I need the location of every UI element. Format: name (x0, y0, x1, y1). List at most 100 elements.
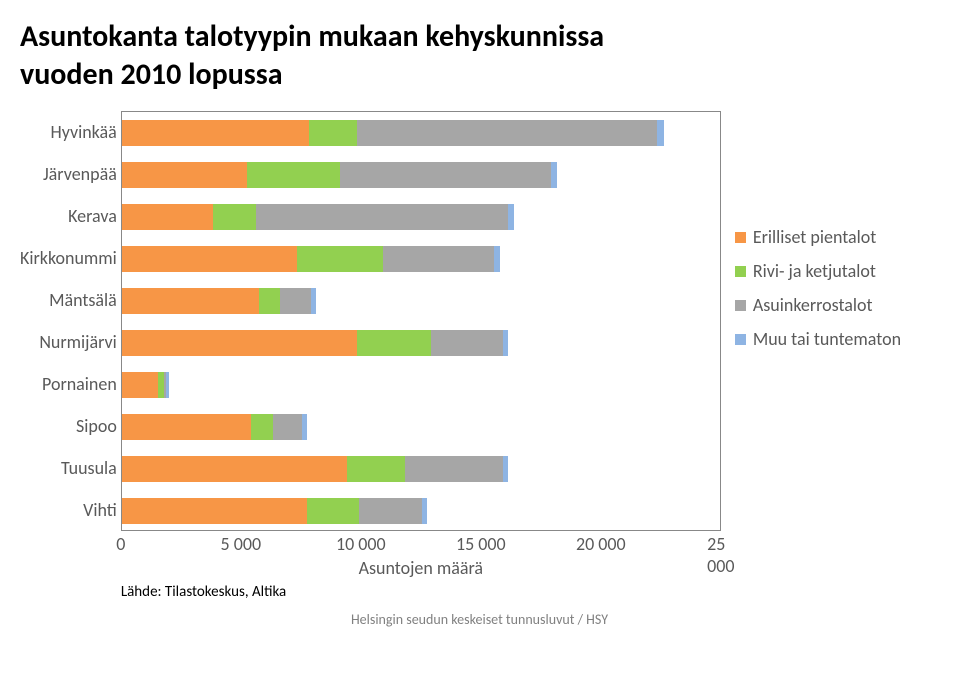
bar-segment (340, 162, 551, 188)
bar-segment (359, 498, 421, 524)
title-line-1: Asuntokanta talotyypin mukaan kehyskunni… (20, 18, 604, 55)
bar-segment (122, 204, 213, 230)
bar-segment (431, 330, 503, 356)
legend-item: Rivi- ja ketjutalot (735, 260, 901, 282)
x-axis-tick: 20 000 (576, 533, 626, 555)
chart: HyvinkääJärvenpääKeravaKirkkonummiMäntsä… (20, 111, 721, 601)
y-axis-label: Nurmijärvi (20, 321, 117, 363)
bar-segment (503, 456, 508, 482)
x-axis: 05 00010 00015 00020 00025 000 (121, 531, 721, 555)
stacked-bar (122, 414, 307, 440)
legend-item: Asuinkerrostalot (735, 294, 901, 316)
bar-segment (247, 162, 341, 188)
legend-swatch-icon (735, 300, 746, 311)
bar-segment (383, 246, 493, 272)
stacked-bar (122, 120, 664, 146)
y-axis-label: Sipoo (20, 405, 117, 447)
legend: Erilliset pientalot Rivi- ja ketjutalot As… (735, 226, 901, 350)
y-axis-label: Kerava (20, 195, 117, 237)
bar-segment (307, 498, 360, 524)
x-axis-tick: 15 000 (456, 533, 506, 555)
bar-segment (256, 204, 508, 230)
bar-segment (302, 414, 307, 440)
x-axis-tick: 0 (116, 533, 125, 555)
bar-segment (508, 204, 514, 230)
chart-title: Asuntokanta talotyypin mukaan kehyskunni… (20, 18, 939, 93)
stacked-bar (122, 372, 169, 398)
bar-segment (357, 120, 657, 146)
chart-zone: HyvinkääJärvenpääKeravaKirkkonummiMäntsä… (20, 111, 939, 601)
y-axis-label: Pornainen (20, 363, 117, 405)
bar-segment (273, 414, 302, 440)
bar-segment (280, 288, 311, 314)
bar-segment (122, 456, 348, 482)
bar-segment (347, 456, 405, 482)
legend-label: Erilliset pientalot (753, 226, 877, 248)
bar-row (122, 448, 720, 490)
y-axis-label: Hyvinkää (20, 111, 117, 153)
legend-swatch-icon (735, 232, 746, 243)
bar-segment (122, 372, 158, 398)
bar-row (122, 154, 720, 196)
bar-segment (122, 120, 309, 146)
y-axis-label: Kirkkonummi (20, 237, 117, 279)
legend-item: Muu tai tuntematon (735, 328, 901, 350)
legend-item: Erilliset pientalot (735, 226, 901, 248)
bar-segment (311, 288, 316, 314)
stacked-bar (122, 162, 558, 188)
plot-area (121, 111, 721, 531)
y-axis-label: Vihti (20, 489, 117, 531)
bar-row (122, 364, 720, 406)
bar-row (122, 406, 720, 448)
legend-label: Rivi- ja ketjutalot (753, 260, 876, 282)
y-axis-labels: HyvinkääJärvenpääKeravaKirkkonummiMäntsä… (20, 111, 121, 531)
x-axis-tick: 10 000 (336, 533, 386, 555)
bar-segment (122, 498, 307, 524)
bar-segment (405, 456, 503, 482)
y-axis-label: Järvenpää (20, 153, 117, 195)
bar-segment (251, 414, 273, 440)
bar-segment (657, 120, 664, 146)
x-axis-tick: 5 000 (221, 533, 262, 555)
stacked-bar (122, 246, 500, 272)
bar-segment (122, 330, 357, 356)
source-label: Lähde: Tilastokeskus, Altika (121, 583, 721, 601)
bar-row (122, 280, 720, 322)
x-axis-title: Asuntojen määrä (121, 557, 721, 579)
bar-segment (213, 204, 256, 230)
stacked-bar (122, 456, 508, 482)
bar-segment (297, 246, 383, 272)
bar-segment (422, 498, 427, 524)
bar-segment (122, 246, 297, 272)
bar-segment (309, 120, 357, 146)
bar-segment (122, 162, 247, 188)
bar-row (122, 238, 720, 280)
bar-row (122, 112, 720, 154)
legend-label: Asuinkerrostalot (753, 294, 873, 316)
plot-wrap: 05 00010 00015 00020 00025 000 Asuntojen… (121, 111, 721, 601)
bar-row (122, 196, 720, 238)
stacked-bar (122, 330, 508, 356)
stacked-bar (122, 498, 427, 524)
bar-segment (166, 372, 168, 398)
stacked-bar (122, 204, 514, 230)
bar-row (122, 490, 720, 532)
bar-segment (259, 288, 281, 314)
bar-row (122, 322, 720, 364)
bar-segment (122, 288, 259, 314)
bar-segment (494, 246, 500, 272)
footer-text: Helsingin seudun keskeiset tunnusluvut /… (20, 611, 939, 628)
bar-segment (551, 162, 557, 188)
legend-swatch-icon (735, 266, 746, 277)
bar-segment (503, 330, 508, 356)
legend-label: Muu tai tuntematon (753, 328, 901, 350)
bar-segment (357, 330, 431, 356)
x-axis-tick: 25 000 (707, 533, 734, 577)
title-line-2: vuoden 2010 lopussa (20, 56, 283, 93)
legend-swatch-icon (735, 334, 746, 345)
bar-segment (122, 414, 252, 440)
y-axis-label: Tuusula (20, 447, 117, 489)
bars-container (122, 112, 720, 532)
y-axis-label: Mäntsälä (20, 279, 117, 321)
stacked-bar (122, 288, 316, 314)
